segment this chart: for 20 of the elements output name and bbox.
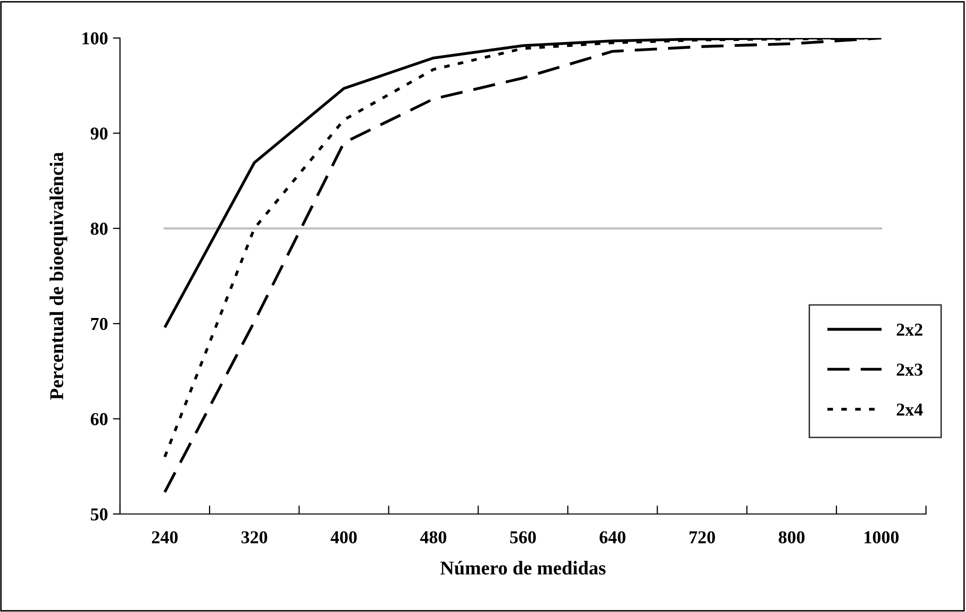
x-tick-label: 800 — [778, 531, 805, 544]
legend-label: 2x4 — [896, 404, 923, 416]
y-axis-title: Percentual de bioequivalência — [49, 152, 68, 400]
y-tick-label: 70 — [91, 318, 108, 330]
y-tick-label: 100 — [82, 32, 108, 44]
x-tick-label: 560 — [510, 531, 536, 544]
x-tick-label: 1000 — [864, 531, 899, 544]
y-tick-label: 90 — [90, 127, 108, 140]
x-tick-label: 720 — [690, 531, 715, 544]
x-tick-label: 400 — [330, 531, 357, 544]
legend-label: 2x2 — [896, 324, 922, 336]
legend-label: 2x3 — [896, 364, 922, 376]
x-tick-label: 320 — [241, 531, 268, 544]
y-tick-label: 60 — [90, 413, 108, 426]
x-tick-label: 480 — [420, 531, 446, 544]
x-axis-title: Número de medidas — [440, 560, 606, 575]
x-tick-label: 240 — [152, 531, 178, 544]
y-tick-label: 80 — [90, 222, 108, 235]
x-tick-label: 640 — [600, 531, 626, 544]
y-tick-label: 50 — [90, 508, 108, 520]
